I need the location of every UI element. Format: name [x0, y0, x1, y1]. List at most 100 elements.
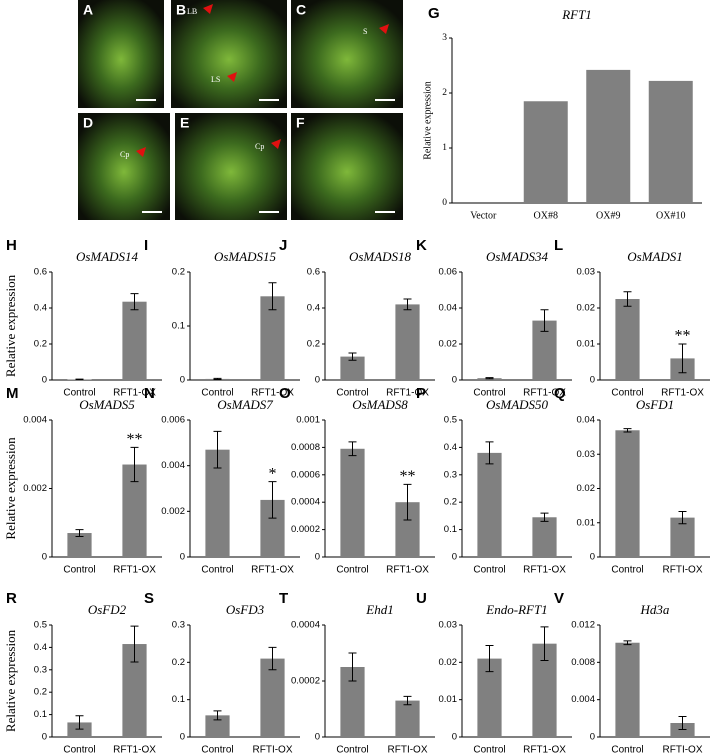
x-tick-label: Control — [611, 745, 643, 756]
y-tick-label: 0.0004 — [291, 497, 320, 508]
x-tick-label: Control — [63, 565, 95, 576]
panel-letter: Q — [554, 385, 566, 402]
photo — [291, 0, 403, 108]
chart-title: RFT1 — [561, 7, 592, 22]
y-tick-label: 0.01 — [577, 339, 596, 350]
y-tick-label: 0.01 — [439, 694, 458, 705]
significance: ** — [400, 468, 416, 485]
panel-letter: N — [144, 385, 155, 402]
photo-letter: C — [296, 2, 306, 18]
x-tick-label: Control — [611, 388, 643, 399]
error-bar — [213, 430, 222, 469]
error-bar — [485, 441, 494, 465]
y-tick-label: 0.6 — [307, 267, 320, 278]
error-bar — [403, 695, 412, 706]
error-bar — [485, 645, 494, 673]
error-bar — [268, 646, 277, 671]
x-tick-label: Control — [201, 388, 233, 399]
y-tick-label: 0.002 — [161, 506, 185, 517]
y-tick-label: 0 — [452, 375, 457, 386]
chart-title: OsFD1 — [636, 397, 674, 412]
bar — [648, 80, 693, 203]
arrowhead — [136, 147, 146, 157]
y-tick-label: 0.004 — [571, 694, 595, 705]
y-tick-label: 0 — [442, 198, 447, 208]
y-tick-label: 0.2 — [307, 339, 320, 350]
bar — [67, 533, 92, 557]
y-tick-label: 0 — [590, 732, 595, 743]
y-tick-label: 0 — [42, 732, 47, 743]
y-tick-label: 0.2 — [444, 497, 457, 508]
error-bar — [403, 298, 412, 311]
error-bar — [268, 481, 277, 519]
panel-letter: M — [6, 385, 19, 402]
y-tick-label: 0.4 — [34, 642, 47, 653]
y-tick-label: 0.004 — [23, 415, 47, 426]
x-tick-label: RFT1-OX — [113, 388, 156, 399]
y-tick-label: 0.02 — [439, 339, 458, 350]
y-tick-label: 0 — [315, 375, 320, 386]
error-bar — [130, 625, 139, 663]
photo — [291, 113, 403, 220]
bar — [532, 517, 557, 557]
y-tick-label: 0.1 — [34, 709, 47, 720]
y-tick-label: 0.4 — [34, 303, 47, 314]
x-tick-label: Control — [611, 565, 643, 576]
error-bar — [540, 309, 549, 332]
error-bar — [623, 640, 632, 646]
y-tick-label: 0.01 — [577, 517, 596, 528]
y-tick-label: 0 — [180, 732, 185, 743]
bar — [615, 299, 640, 380]
y-tick-label: 0.1 — [444, 524, 457, 535]
y-tick-label: 0 — [452, 732, 457, 743]
y-tick-label: 0.5 — [444, 415, 457, 426]
chart-title: OsMADS7 — [217, 397, 273, 412]
chart-title: OsMADS1 — [627, 249, 683, 264]
chart-title: OsFD2 — [88, 602, 127, 617]
arrowhead — [203, 4, 213, 14]
x-tick-label: RFT1-OX — [661, 388, 704, 399]
y-tick-label: 0 — [315, 552, 320, 563]
chart-title: OsMADS50 — [486, 397, 549, 412]
arrowhead — [227, 72, 237, 82]
chart-title: OsMADS5 — [79, 397, 135, 412]
x-tick-label: Control — [473, 565, 505, 576]
x-tick-label: RFT1-OX — [523, 388, 566, 399]
x-tick-label: Control — [473, 745, 505, 756]
y-tick-label: 0.04 — [577, 415, 596, 426]
y-tick-label: 0.3 — [34, 664, 47, 675]
y-tick-label: 0.6 — [34, 267, 47, 278]
panel-letter: K — [416, 237, 427, 254]
y-tick-label: 0.0008 — [291, 442, 320, 453]
y-tick-label: 0 — [180, 375, 185, 386]
bar — [477, 452, 502, 557]
bar — [340, 356, 365, 380]
x-tick-label: RFT1-OX — [113, 565, 156, 576]
y-tick-label: 0 — [590, 375, 595, 386]
y-tick-label: 0 — [315, 732, 320, 743]
y-tick-label: 0.04 — [439, 303, 458, 314]
y-tick-label: 0.3 — [172, 620, 185, 631]
y-tick-label: 0 — [42, 552, 47, 563]
photo-letter: A — [83, 2, 93, 18]
error-bar — [348, 441, 357, 457]
error-bar — [540, 512, 549, 522]
y-tick-label: 0.5 — [34, 620, 47, 631]
photo-letter: B — [176, 2, 186, 18]
x-tick-label: Control — [201, 565, 233, 576]
photo — [78, 0, 164, 108]
x-tick-label: RFT1-OX — [386, 565, 429, 576]
significance: ** — [127, 431, 143, 448]
error-bar — [75, 529, 84, 537]
photo-label: Cp — [255, 142, 264, 151]
y-tick-label: 0.002 — [23, 483, 47, 494]
y-tick-label: 0.0004 — [291, 620, 320, 631]
panel-letter: L — [554, 237, 563, 254]
x-tick-label: RFT1-OX — [113, 745, 156, 756]
error-bar — [213, 710, 222, 721]
photo-label: LB — [187, 7, 197, 16]
y-tick-label: 0.2 — [34, 687, 47, 698]
photo-letter: E — [180, 115, 189, 131]
